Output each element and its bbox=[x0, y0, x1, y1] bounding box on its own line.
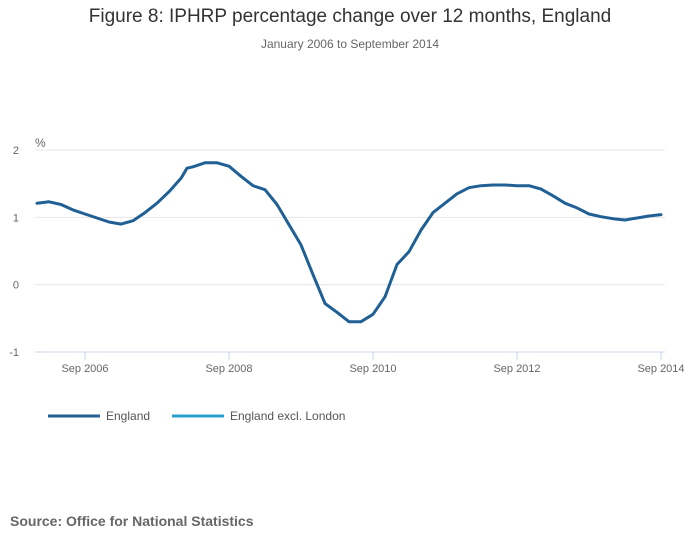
chart-subtitle: January 2006 to September 2014 bbox=[260, 37, 440, 51]
x-tick-label: Sep 2012 bbox=[493, 363, 540, 375]
x-tick-label: Sep 2006 bbox=[61, 363, 108, 375]
legend-label: England bbox=[106, 409, 150, 423]
y-tick-label: -1 bbox=[9, 347, 19, 359]
y-tick-label: 2 bbox=[13, 145, 19, 157]
y-tick-label: 0 bbox=[13, 280, 19, 292]
x-tick-label: Sep 2014 bbox=[637, 363, 684, 375]
source-note: Source: Office for National Statistics bbox=[10, 513, 254, 529]
chart-title: Figure 8: IPHRP percentage change over 1… bbox=[88, 6, 612, 27]
legend-label: England excl. London bbox=[230, 409, 345, 423]
series-line-england bbox=[35, 161, 663, 324]
y-tick-label: 1 bbox=[13, 212, 19, 224]
x-tick-label: Sep 2010 bbox=[349, 363, 396, 375]
x-tick-label: Sep 2008 bbox=[205, 363, 252, 375]
y-axis-unit-label: % bbox=[35, 136, 46, 150]
